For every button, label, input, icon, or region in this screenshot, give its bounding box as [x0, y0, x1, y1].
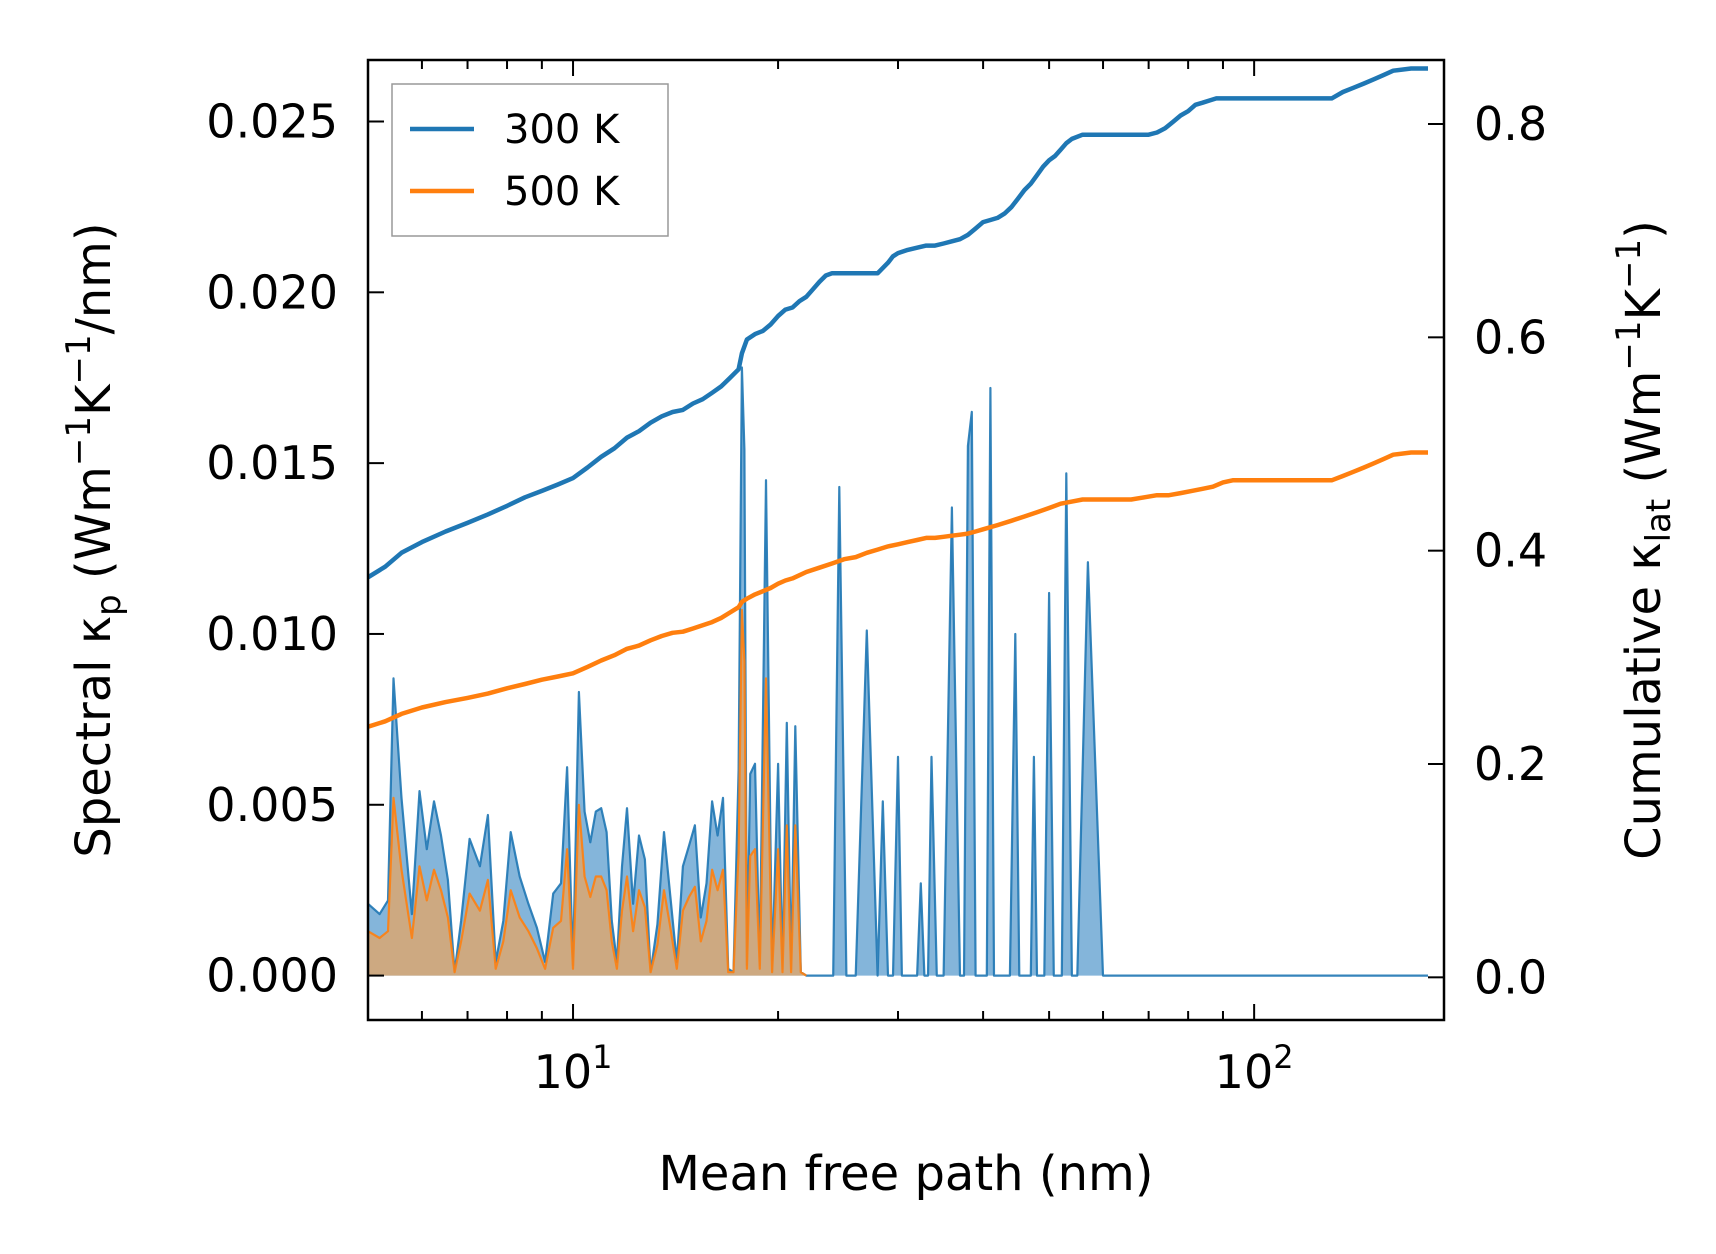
x-tick-base: 10 — [1215, 1045, 1274, 1099]
y-left-axis-label: Spectral κp (Wm−1K−1/nm) — [59, 222, 129, 857]
y-right-tick-label: 0.4 — [1474, 524, 1547, 578]
y-right-axis-label-units-end: ) — [1616, 220, 1672, 239]
x-tick-base: 10 — [534, 1045, 593, 1099]
axes: 101 1020.0000.0050.0100.0150.0200.0250.00… — [59, 58, 1679, 1202]
legend: 300 K 500 K — [391, 83, 669, 237]
y-left-axis-label-main: Spectral κ — [66, 616, 122, 858]
y-left-axis-label-superscript: −1 — [59, 416, 99, 466]
y-right-axis-label-units: (Wm — [1616, 371, 1672, 499]
y-right-tick-label: 0.8 — [1474, 97, 1547, 151]
y-right-axis-label-superscript: −1 — [1609, 320, 1649, 370]
x-axis-label: Mean free path (nm) — [659, 1146, 1154, 1202]
y-left-tick-label: 0.005 — [206, 778, 338, 832]
y-left-axis-label-units-end: /nm) — [66, 222, 122, 334]
y-right-axis-label: Cumulative κlat (Wm−1K−1) — [1609, 220, 1679, 860]
y-right-axis-label-superscript: −1 — [1609, 239, 1649, 289]
y-right-tick-label: 0.0 — [1474, 950, 1547, 1004]
spectral-area-300k — [368, 367, 1428, 976]
y-left-axis-label-subscript: p — [89, 594, 129, 616]
y-right-axis-label-main: Cumulative κ — [1616, 542, 1672, 860]
y-left-axis-label-superscript: −1 — [59, 334, 99, 384]
y-left-tick-label: 0.000 — [206, 949, 338, 1003]
legend-label: 500 K — [504, 169, 621, 215]
cumulative-line-300k — [368, 66, 1428, 580]
x-tick-exponent: 1 — [592, 1038, 612, 1076]
cumulative-line-500k — [368, 450, 1428, 729]
x-tick-exponent: 2 — [1273, 1038, 1293, 1076]
plot-content — [368, 66, 1428, 977]
y-left-tick-label: 0.010 — [206, 607, 338, 661]
axes-frame — [366, 58, 1446, 1022]
plot-area — [368, 66, 1428, 977]
y-right-axis-label-subscript: lat — [1639, 499, 1679, 543]
spectral-line-500k — [368, 608, 807, 977]
legend-label: 300 K — [504, 107, 621, 153]
y-right-tick-label: 0.6 — [1474, 310, 1547, 364]
spectral-line-300k — [368, 366, 1428, 977]
y-left-axis-label-units-mid: K — [66, 383, 122, 416]
y-left-tick-label: 0.025 — [206, 94, 338, 148]
legend-box — [391, 83, 669, 237]
y-left-axis-label-units: (Wm — [66, 466, 122, 594]
y-left-tick-label: 0.020 — [206, 265, 338, 319]
y-left-tick-label: 0.015 — [206, 436, 338, 490]
y-right-tick-label: 0.2 — [1474, 737, 1547, 791]
y-right-axis-label-units-mid: K — [1616, 287, 1672, 320]
x-tick-label: 101 — [534, 1038, 613, 1099]
x-tick-label: 102 — [1215, 1038, 1294, 1099]
